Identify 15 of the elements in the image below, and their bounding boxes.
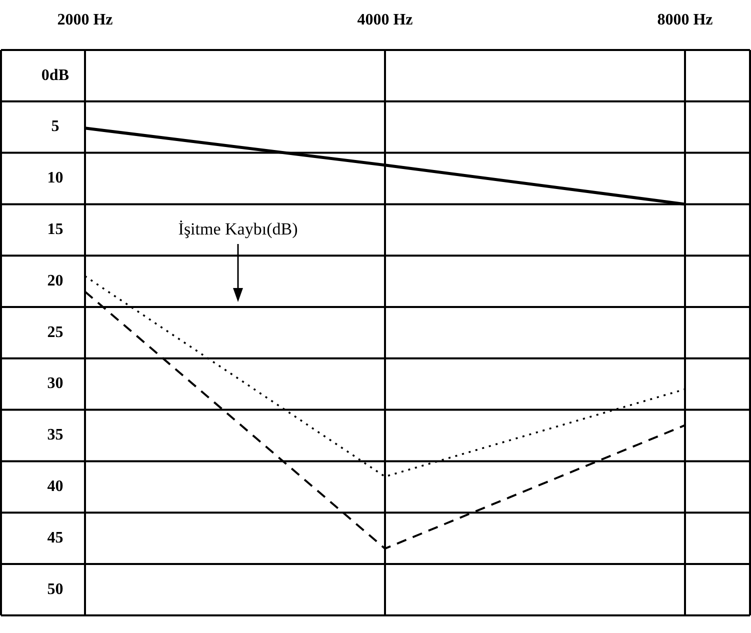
x-tick-label: 8000 Hz xyxy=(657,12,713,29)
y-tick-label: 25 xyxy=(47,324,64,341)
x-tick-label: 4000 Hz xyxy=(357,12,413,29)
y-tick-label: 30 xyxy=(47,375,64,392)
annotation: İşitme Kaybı(dB) xyxy=(178,219,298,238)
y-tick-label: 45 xyxy=(47,529,64,546)
y-tick-label: 40 xyxy=(47,478,64,496)
y-tick-label: 15 xyxy=(47,221,64,238)
y-tick-label: 0dB xyxy=(41,66,70,84)
y-tick-label: 50 xyxy=(47,580,64,598)
y-tick-label: 5 xyxy=(51,118,60,136)
y-tick-label: 35 xyxy=(47,426,64,444)
y-tick-label: 10 xyxy=(47,170,64,187)
y-tick-label: 20 xyxy=(47,272,64,290)
x-tick-label: 2000 Hz xyxy=(57,12,113,29)
